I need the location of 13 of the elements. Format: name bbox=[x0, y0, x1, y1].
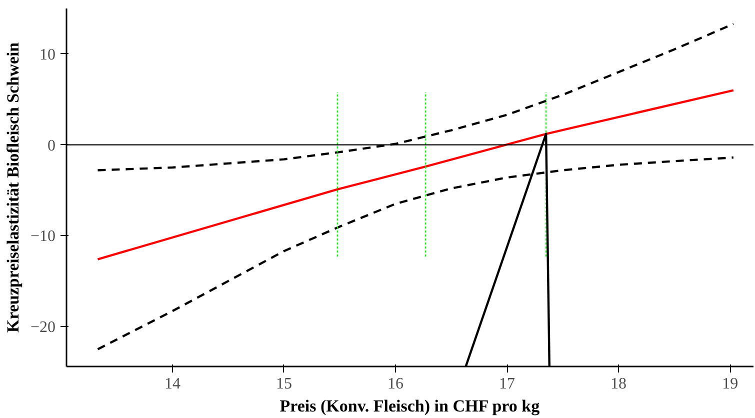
y-tick-label: −10 bbox=[30, 228, 56, 246]
x-tick-label: 18 bbox=[610, 376, 627, 392]
x-tick-label: 15 bbox=[276, 376, 292, 392]
x-tick-label: 17 bbox=[499, 376, 516, 392]
x-tick-label: 19 bbox=[722, 376, 738, 392]
line-series bbox=[96, 89, 735, 260]
x-tick-label: 14 bbox=[164, 376, 180, 392]
x-axis-title: Preis (Konv. Fleisch) in CHF pro kg bbox=[280, 396, 540, 416]
y-tick-label: 10 bbox=[40, 46, 56, 64]
y-tick-label: −20 bbox=[30, 319, 56, 336]
y-axis-title: Kreuzpreiselastizität Biofleisch Schwein bbox=[3, 42, 22, 333]
y-tick-label: 0 bbox=[48, 137, 56, 154]
x-tick-label: 16 bbox=[388, 376, 404, 392]
